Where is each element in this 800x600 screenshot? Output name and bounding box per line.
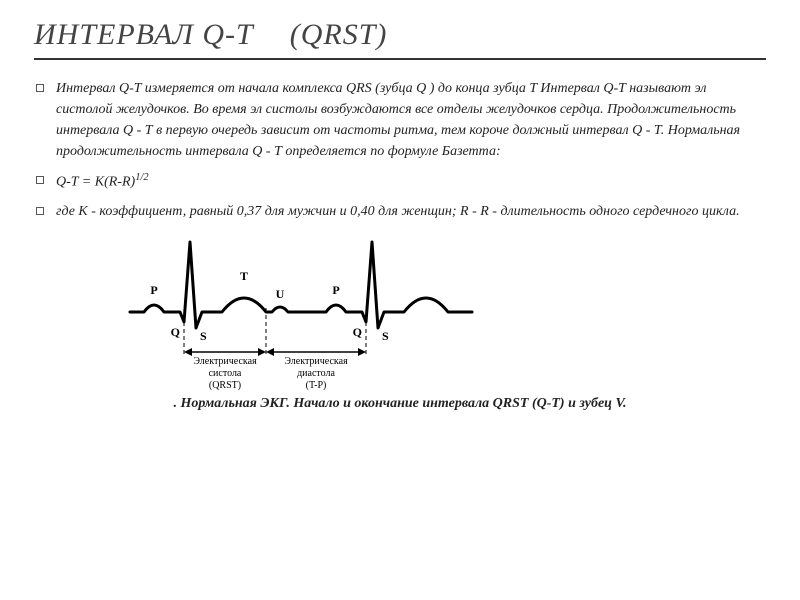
svg-text:Электрическая: Электрическая [193, 356, 257, 367]
svg-text:Q: Q [353, 325, 362, 339]
bullet-2: где К - коэффициент, равный 0,37 для муж… [34, 201, 766, 222]
title-qt: Q-T [202, 18, 253, 51]
svg-text:S: S [200, 329, 207, 343]
svg-text:Q: Q [171, 325, 180, 339]
bullet-1: Q-T = K(R-R)1/2 [34, 170, 766, 193]
bullet-0-text: Интервал Q-T измеряется от начала компле… [56, 81, 740, 159]
bullet-1-base: Q-T = K(R-R) [56, 175, 135, 190]
ecg-figure: PQSTUPQSЭлектрическаясистола(QRST)Электр… [120, 232, 680, 392]
svg-text:диастола: диастола [297, 368, 335, 379]
svg-text:Электрическая: Электрическая [284, 356, 348, 367]
svg-text:(T-P): (T-P) [306, 380, 327, 391]
slide-title: ИНТЕРВАЛ Q-T (QRST) [34, 18, 766, 60]
bullet-0: Интервал Q-T измеряется от начала компле… [34, 78, 766, 162]
title-prefix: ИНТЕРВАЛ [34, 18, 202, 51]
svg-text:S: S [382, 329, 389, 343]
bullet-1-sup: 1/2 [135, 172, 148, 183]
bullet-2-text: где К - коэффициент, равный 0,37 для муж… [56, 204, 740, 219]
svg-text:T: T [240, 269, 248, 283]
svg-text:(QRST): (QRST) [209, 380, 241, 391]
svg-text:систола: систола [209, 368, 242, 379]
body-list: Интервал Q-T измеряется от начала компле… [34, 78, 766, 222]
title-qrst: (QRST) [290, 18, 388, 51]
svg-text:P: P [332, 283, 339, 297]
svg-text:U: U [276, 287, 285, 301]
figure-caption: . Нормальная ЭКГ. Начало и окончание инт… [34, 396, 766, 412]
svg-text:P: P [150, 283, 157, 297]
